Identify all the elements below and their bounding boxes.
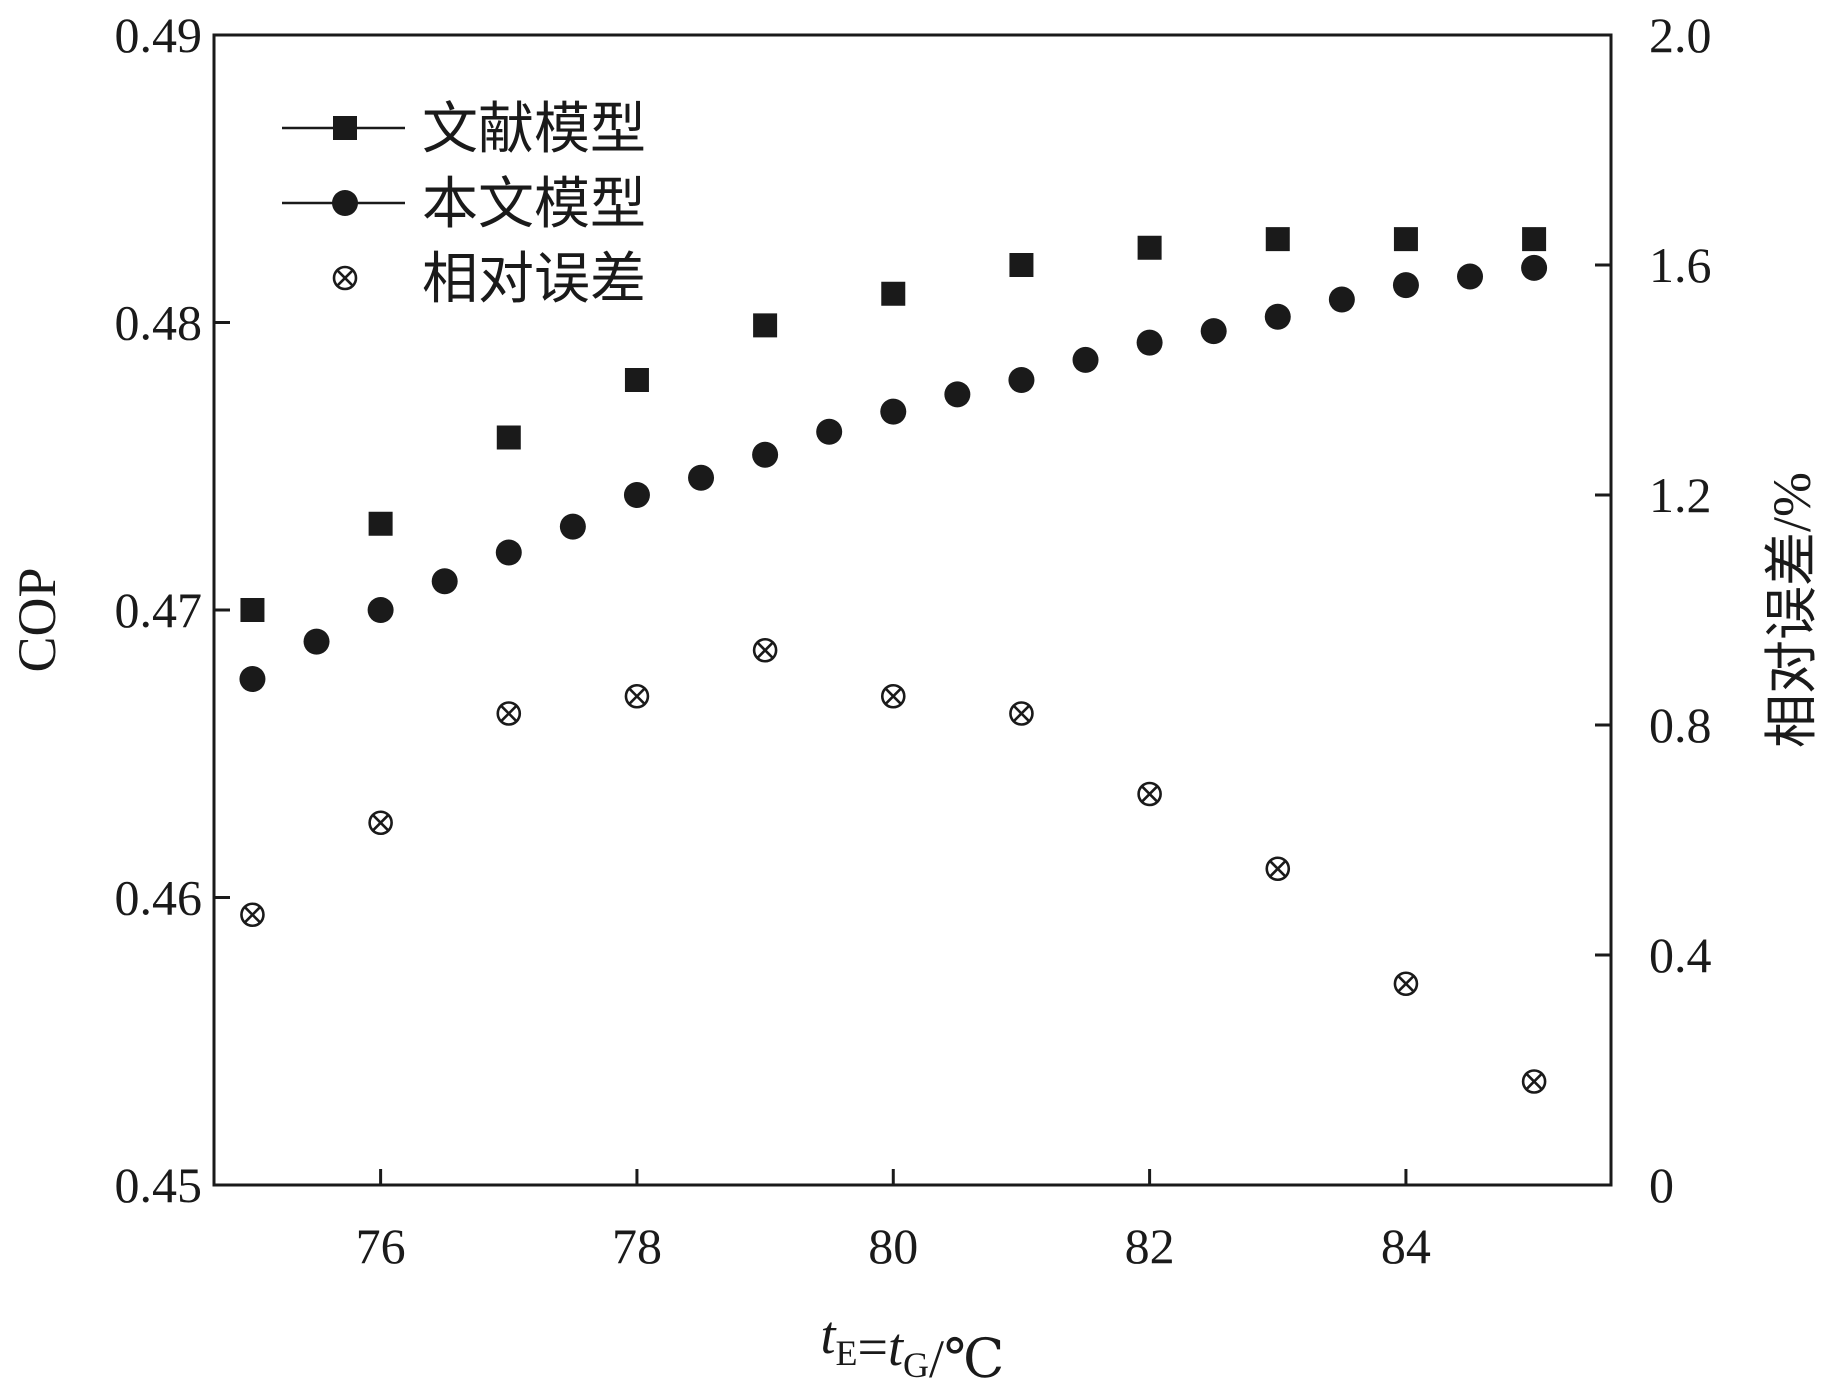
- data-point: [1072, 346, 1099, 373]
- data-marks: [239, 227, 1548, 1094]
- x-tick-label: 82: [1125, 1218, 1175, 1274]
- data-point: [881, 281, 906, 306]
- data-point: [1392, 272, 1419, 299]
- y2-axis-title: 相对误差/%: [1762, 472, 1822, 748]
- y2-tick-label: 0: [1649, 1157, 1674, 1213]
- data-point: [880, 683, 906, 709]
- legend-marker: [332, 265, 358, 291]
- data-point: [368, 810, 393, 836]
- data-point: [1009, 253, 1034, 277]
- legend-label: 相对误差: [422, 247, 646, 312]
- data-point: [496, 701, 522, 726]
- data-point: [1328, 286, 1355, 313]
- data-point: [1393, 971, 1419, 997]
- legend-entry: 相对误差: [332, 247, 646, 312]
- y-tick-label: 0.49: [115, 7, 203, 63]
- legend-entry: 本文模型: [282, 172, 646, 237]
- data-point: [1393, 227, 1418, 252]
- data-point: [239, 666, 266, 692]
- data-point: [240, 598, 265, 622]
- data-point: [1521, 254, 1548, 281]
- legend-label: 文献模型: [422, 97, 646, 162]
- data-point: [368, 511, 393, 536]
- data-point: [752, 637, 778, 663]
- y-axis-title: COP: [7, 567, 67, 672]
- x-tick-label: 84: [1381, 1218, 1431, 1274]
- data-point: [880, 398, 907, 425]
- x-tick-label: 76: [356, 1218, 406, 1274]
- data-point: [1265, 227, 1290, 252]
- data-point: [624, 368, 649, 392]
- legend-entry: 文献模型: [282, 97, 646, 162]
- legend-marker: [333, 116, 357, 140]
- x-axis-title: tE=tG/℃: [821, 1305, 1005, 1381]
- data-point: [1136, 329, 1163, 356]
- series-circle-x: [240, 637, 1547, 1094]
- y2-tick-label: 0.4: [1649, 927, 1712, 983]
- data-point: [623, 482, 650, 508]
- data-point: [240, 902, 265, 928]
- data-point: [559, 513, 586, 540]
- data-point: [303, 628, 330, 655]
- y-tick-label: 0.48: [115, 295, 203, 351]
- data-point: [1265, 856, 1291, 882]
- data-point: [944, 381, 971, 408]
- data-point: [1457, 263, 1484, 290]
- x-tick-label: 80: [868, 1218, 918, 1274]
- y-tick-label: 0.45: [115, 1157, 203, 1213]
- data-point: [624, 683, 650, 709]
- data-point: [495, 539, 522, 566]
- data-point: [688, 464, 715, 491]
- y-tick-label: 0.46: [115, 870, 203, 926]
- x-tick-label: 78: [612, 1218, 662, 1274]
- data-point: [752, 441, 779, 468]
- data-point: [1264, 303, 1291, 330]
- data-point: [753, 313, 778, 338]
- data-point: [367, 597, 394, 623]
- data-point: [1137, 235, 1162, 260]
- legend-label: 本文模型: [422, 172, 646, 237]
- axis-ticks: 76 78 80 82 84 0.45 0.46 0.47 0.48 0.49 0 0.4 0.8 1.2…: [115, 7, 1712, 1274]
- y2-tick-label: 1.6: [1649, 237, 1712, 293]
- y2-tick-label: 0.8: [1649, 697, 1712, 753]
- data-point: [1522, 227, 1547, 252]
- data-point: [1008, 367, 1035, 393]
- series-circle: [239, 254, 1548, 692]
- data-point: [1200, 318, 1227, 345]
- y-tick-label: 0.47: [115, 582, 203, 638]
- y2-tick-label: 2.0: [1649, 7, 1712, 63]
- data-point: [816, 418, 843, 445]
- data-point: [1009, 701, 1034, 726]
- legend-marker: [332, 190, 358, 216]
- data-point: [431, 568, 458, 595]
- data-point: [496, 425, 521, 450]
- data-point: [1137, 781, 1162, 807]
- y2-tick-label: 1.2: [1649, 467, 1712, 523]
- data-point: [1521, 1069, 1547, 1094]
- series-square: [240, 227, 1547, 622]
